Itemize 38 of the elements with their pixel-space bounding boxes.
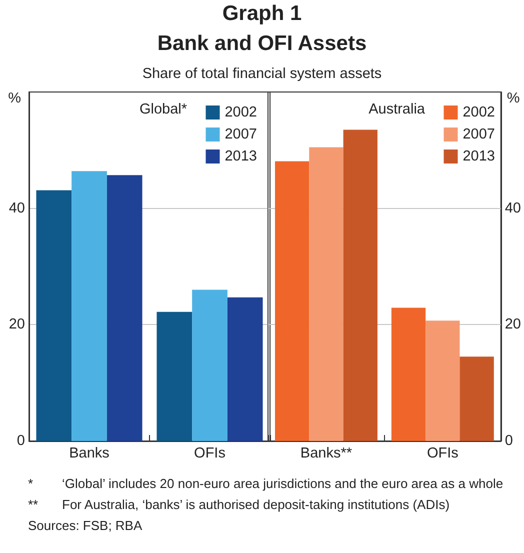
legend-label: 2002 (224, 104, 258, 120)
x-tick-label: OFIs (194, 446, 226, 462)
y-axis-title: % (8, 90, 22, 106)
text: Share of total financial system assets (141, 66, 383, 82)
y-tick-label: 40 (8, 200, 25, 216)
source-note: Sources: FSB; RBA (28, 518, 144, 533)
y-axis-title: % (506, 90, 520, 106)
text: Bank and OFI Assets (156, 32, 368, 56)
x-tick-label: OFIs (426, 446, 458, 462)
text: Australia (368, 102, 426, 118)
bar (72, 171, 107, 441)
y-tick-label: 20 (8, 316, 25, 333)
x-tick-label: Banks** (300, 446, 352, 462)
bar (426, 320, 460, 441)
bar (36, 190, 72, 441)
text: Graph 1 (221, 2, 303, 26)
text: Global* (139, 102, 188, 118)
y-tick-label: 40 (504, 200, 522, 216)
legend-label: 2007 (224, 126, 258, 142)
legend-label: 2002 (462, 104, 496, 120)
bar (460, 356, 494, 441)
y-tick-label: 0 (504, 433, 513, 449)
x-tick-label: Banks (69, 446, 110, 462)
legend-label: 2013 (224, 148, 258, 164)
bar (391, 308, 426, 441)
legend-label: 2007 (462, 126, 496, 142)
bar (274, 161, 310, 441)
y-tick-label: 0 (16, 433, 25, 449)
legend-label: 2013 (462, 148, 496, 164)
bar (106, 175, 142, 441)
text: ** For Australia, ‘banks’ is authorised deposit-taking institutions (ADIs) (28, 497, 450, 512)
bar (227, 297, 263, 441)
text: * ‘Global’ includes 20 non-euro area jurisdictions and the euro area as a whole (28, 476, 504, 491)
bar (156, 312, 192, 441)
y-tick-label: 20 (504, 316, 522, 333)
bar (192, 290, 228, 441)
bar (309, 147, 344, 441)
bar (343, 130, 378, 441)
